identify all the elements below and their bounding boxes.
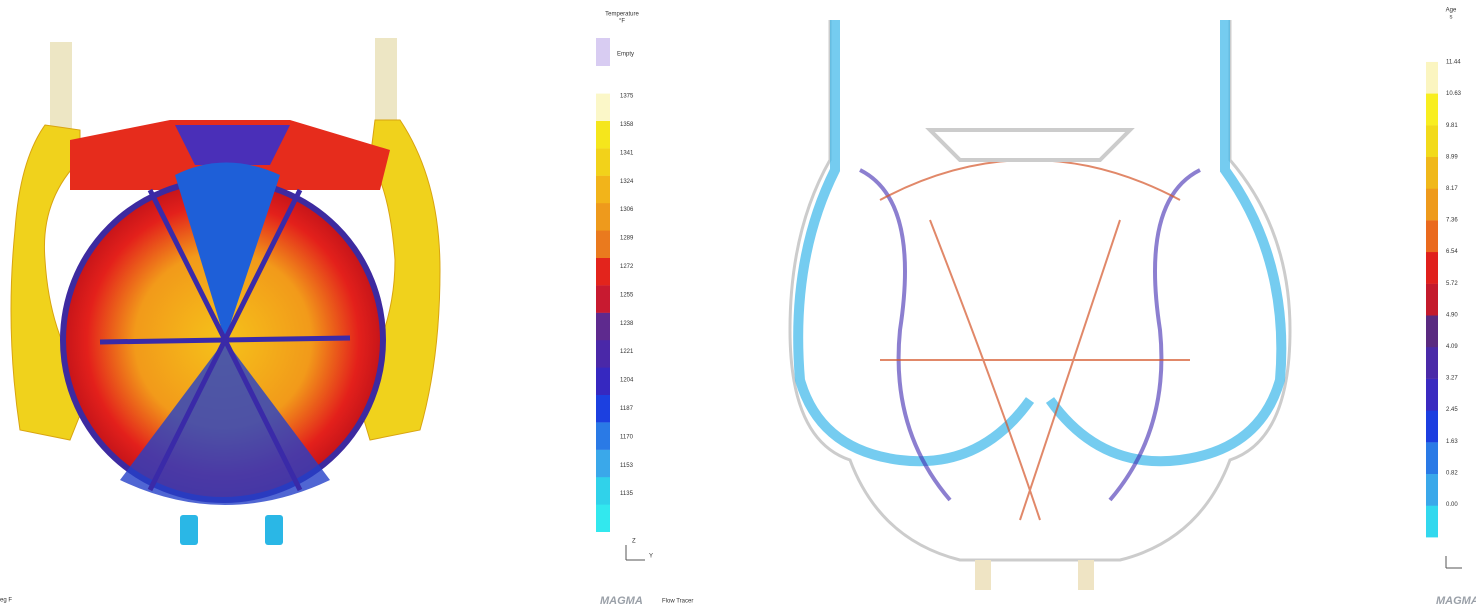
legend-band <box>1426 379 1438 411</box>
gating <box>930 130 1130 160</box>
legend-band <box>1426 125 1438 157</box>
legend-band <box>596 504 610 532</box>
legend-label: 1204 <box>620 378 634 384</box>
legend-band <box>1426 410 1438 442</box>
legend-label: 1358 <box>620 122 634 128</box>
legend-band <box>596 176 610 204</box>
legend-label: 1170 <box>620 434 634 440</box>
age-legend: Age s 11.44 10.63 9.81 8.99 8.17 7.36 6.54 5.72… <box>1426 8 1462 538</box>
flow-view <box>790 20 1290 590</box>
legend-band <box>1426 252 1438 284</box>
legend-band <box>1426 284 1438 316</box>
legend-band <box>1426 220 1438 252</box>
legend-label: 10.63 <box>1446 91 1462 97</box>
legend-band <box>1426 189 1438 221</box>
legend-band <box>1426 474 1438 506</box>
legend-label: 8.99 <box>1446 154 1458 160</box>
legend-label: 6.54 <box>1446 249 1458 255</box>
foot <box>265 515 283 545</box>
legend-label: 3.27 <box>1446 376 1458 382</box>
legend-title: Temperature <box>605 12 639 18</box>
legend-unit: °F <box>619 19 625 25</box>
legend-label: 1375 <box>620 94 634 100</box>
legend-band <box>596 121 610 149</box>
legend-title: Age <box>1446 8 1457 14</box>
legend-band <box>596 148 610 176</box>
riser <box>375 38 397 128</box>
temperature-legend: Temperature °F Empty 1375 1358 1341 1324 130… <box>596 12 640 532</box>
legend-label: 1135 <box>620 491 634 497</box>
brand: MAGMA <box>1436 595 1476 607</box>
legend-band <box>596 66 610 94</box>
legend-label: 1341 <box>620 150 634 156</box>
axis-triad <box>626 545 1462 568</box>
legend-band <box>1426 442 1438 474</box>
corner-text: eg F <box>0 598 12 604</box>
legend-band <box>596 477 610 505</box>
legend-label: 5.72 <box>1446 281 1458 287</box>
legend-band <box>1426 157 1438 189</box>
legend-label: 4.09 <box>1446 344 1458 350</box>
legend-band <box>596 367 610 395</box>
product: Flow Tracer <box>662 599 693 605</box>
legend-band <box>1426 93 1438 125</box>
legend-label: 0.00 <box>1446 502 1458 508</box>
legend-label: 1221 <box>620 349 634 355</box>
legend-label: 4.90 <box>1446 312 1458 318</box>
legend-unit: s <box>1450 15 1453 21</box>
legend-band <box>596 230 610 258</box>
brand: MAGMA <box>600 595 643 607</box>
legend-label: Empty <box>617 52 634 58</box>
stream <box>1110 170 1200 500</box>
legend-band <box>596 450 610 478</box>
foot <box>1078 560 1094 590</box>
axis-label: Y <box>649 554 653 560</box>
legend-label: 1238 <box>620 321 634 327</box>
legend-label: 1255 <box>620 292 634 298</box>
legend-band <box>1426 347 1438 379</box>
legend-label: 8.17 <box>1446 186 1458 192</box>
legend-label: 7.36 <box>1446 218 1458 224</box>
legend-label: 0.82 <box>1446 470 1458 476</box>
legend-band <box>1426 506 1438 538</box>
legend-band <box>596 395 610 423</box>
legend-label: 1187 <box>620 406 634 412</box>
legend-band <box>596 38 610 66</box>
riser <box>50 42 72 132</box>
axis-label: Z <box>632 539 636 545</box>
gating-top <box>175 125 290 165</box>
legend-label: 11.44 <box>1446 60 1461 66</box>
legend-band <box>1426 62 1438 94</box>
temperature-view <box>11 38 440 545</box>
legend-label: 1289 <box>620 236 634 242</box>
legend-band <box>596 285 610 313</box>
legend-band <box>596 258 610 286</box>
legend-label: 2.45 <box>1446 407 1458 413</box>
foot <box>180 515 198 545</box>
legend-band <box>596 422 610 450</box>
legend-band <box>596 313 610 341</box>
legend-band <box>596 340 610 368</box>
screenshot: Temperature °F Empty 1375 1358 1341 1324 130… <box>0 0 1476 608</box>
legend-band <box>596 93 610 121</box>
legend-label: 9.81 <box>1446 123 1458 129</box>
legend-band <box>1426 315 1438 347</box>
legend-label: 1153 <box>620 463 634 469</box>
legend-band <box>1426 30 1438 62</box>
legend-band <box>596 203 610 231</box>
legend-label: 1324 <box>620 179 634 185</box>
legend-label: 1.63 <box>1446 439 1458 445</box>
stream <box>1050 20 1281 461</box>
foot <box>975 560 991 590</box>
legend-label: 1272 <box>620 264 634 270</box>
legend-label: 1306 <box>620 207 634 213</box>
